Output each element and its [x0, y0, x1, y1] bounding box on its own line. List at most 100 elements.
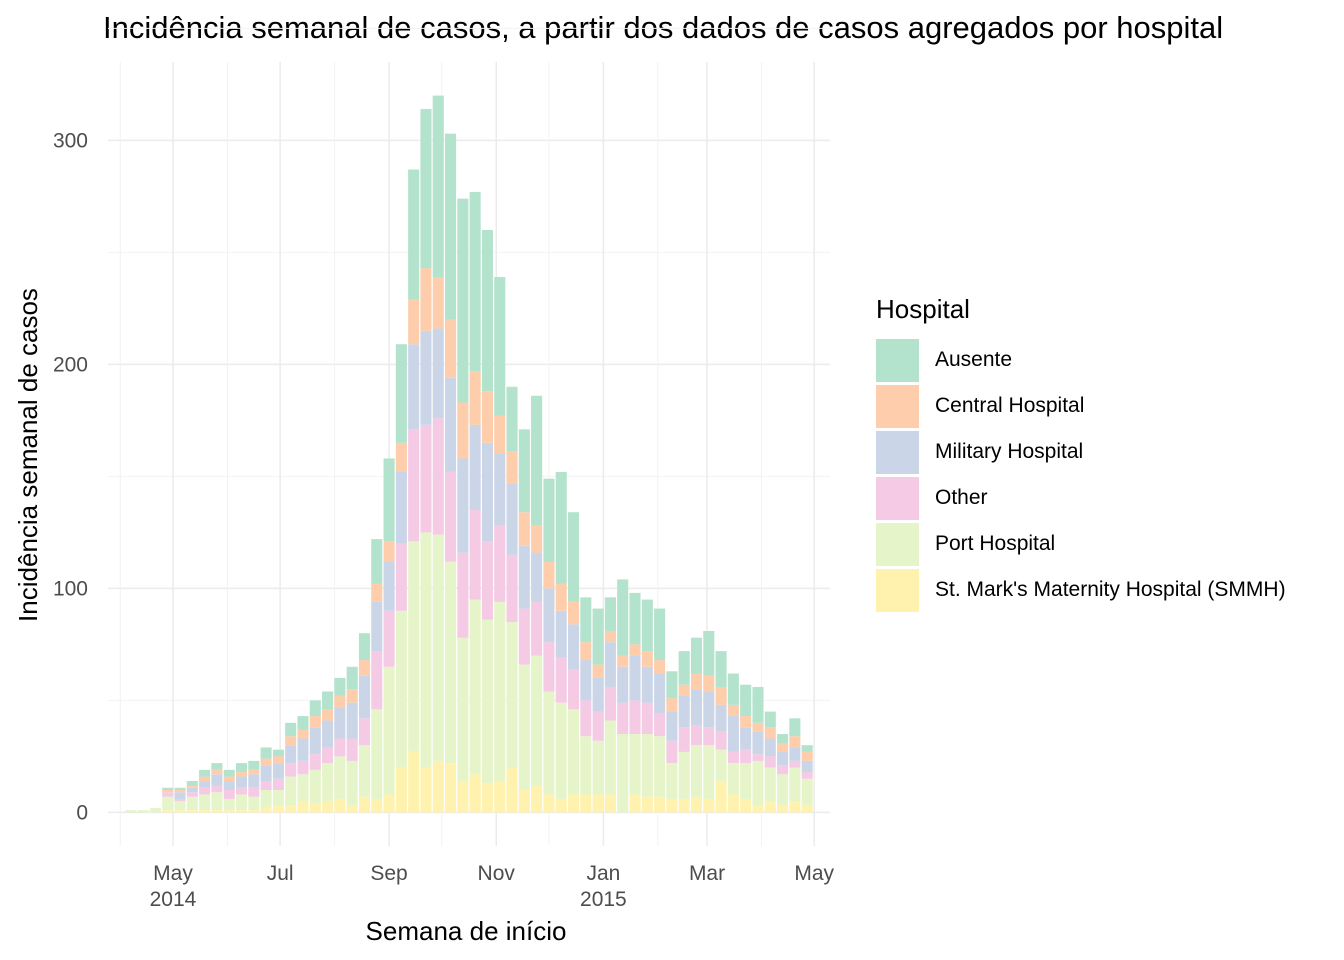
bar-segment-0-25	[432, 760, 444, 813]
bar-segment-0-35	[555, 798, 567, 813]
bar-segment-3-39	[604, 642, 616, 687]
bar-segment-3-26	[445, 377, 457, 472]
bar-segment-3-51	[752, 731, 764, 755]
bar-segment-4-13	[285, 736, 297, 746]
bar-segment-1-14	[297, 774, 309, 802]
axis-tick-labels: 0 100 200 300 May 2014 Jul Sep Nov Jan 2015 Mar May	[53, 129, 835, 911]
bar-segment-4-31	[506, 451, 518, 484]
bar-segment-2-16	[322, 747, 334, 764]
bar-segment-1-44	[666, 763, 678, 799]
bar-segment-1-45	[678, 751, 690, 799]
bar-segment-1-2	[149, 807, 161, 813]
bar-segment-0-31	[506, 767, 518, 813]
bar-segment-4-33	[531, 525, 543, 553]
chart-title: Incidência semanal de casos, a partir do…	[103, 10, 1224, 45]
legend-label: Other	[935, 486, 988, 509]
bar-segment-4-54	[789, 736, 801, 748]
bar-segment-4-6	[199, 776, 211, 782]
bar-segment-2-5	[186, 792, 198, 797]
bar-segment-1-39	[604, 720, 616, 795]
bar-segment-2-3	[162, 792, 174, 797]
bar-segment-4-8	[223, 776, 235, 782]
bar-segment-5-29	[481, 230, 493, 392]
bar-segment-1-37	[580, 736, 592, 795]
bar-segment-5-22	[395, 344, 407, 443]
bar-segment-5-37	[580, 597, 592, 643]
bar-segment-2-42	[641, 702, 653, 734]
bar-segment-3-55	[801, 760, 813, 773]
bar-segment-4-16	[322, 709, 334, 721]
bar-segment-0-20	[371, 798, 383, 813]
bar-segment-0-38	[592, 794, 604, 813]
bar-segment-5-50	[740, 684, 752, 717]
bar-segment-5-38	[592, 608, 604, 665]
bar-segment-1-8	[223, 798, 235, 811]
bar-segment-2-15	[309, 754, 321, 770]
bar-segment-1-20	[371, 709, 383, 799]
bar-segment-4-10	[248, 769, 260, 775]
bar-segment-3-36	[567, 624, 580, 670]
bar-segment-0-27	[457, 781, 469, 813]
bar-segment-3-14	[297, 738, 309, 761]
bar-segment-5-48	[715, 651, 727, 687]
bar-segment-2-14	[297, 760, 309, 775]
bar-segment-0-43	[654, 796, 666, 813]
bar-segment-0-11	[260, 807, 272, 813]
x-tick-label: Jan	[586, 862, 620, 885]
bar-segment-0-36	[567, 794, 580, 813]
bar-segment-2-25	[432, 418, 444, 535]
bar-segment-3-32	[518, 545, 530, 609]
bar-segment-1-5	[186, 796, 198, 811]
bar-segment-1-22	[395, 610, 407, 768]
bar-segment-1-33	[531, 655, 543, 786]
bar-segment-3-13	[285, 745, 297, 764]
legend-label: Port Hospital	[935, 532, 1056, 555]
bar-segment-5-8	[223, 769, 235, 777]
bar-segment-4-3	[162, 790, 174, 793]
bar-segment-0-49	[727, 794, 739, 813]
bar-segment-2-11	[260, 781, 272, 790]
bar-segment-2-39	[604, 686, 616, 721]
bar-segment-0-16	[322, 801, 334, 813]
bar-segment-1-25	[432, 534, 444, 761]
bar-segment-5-52	[764, 711, 776, 728]
bar-segment-1-47	[703, 745, 715, 799]
bar-segment-2-33	[531, 601, 543, 656]
bar-segment-0-39	[604, 794, 616, 813]
legend-swatch	[876, 522, 919, 566]
bar-segment-4-4	[174, 790, 186, 793]
bar-segment-0-42	[641, 796, 653, 813]
bar-segment-2-7	[211, 785, 223, 793]
bar-segment-1-35	[555, 702, 567, 799]
bar-segment-4-49	[727, 704, 739, 717]
bar-segment-0-28	[469, 774, 481, 813]
bar-segment-3-44	[666, 711, 678, 741]
bar-segment-4-23	[408, 299, 420, 345]
bar-segment-0-34	[543, 794, 555, 813]
bar-segment-2-10	[248, 787, 260, 797]
bar-segment-3-27	[457, 458, 469, 553]
bar-segment-3-54	[789, 747, 801, 761]
bar-segment-3-20	[371, 601, 383, 652]
y-tick-label: 100	[53, 577, 88, 600]
bar-segment-3-8	[223, 781, 235, 790]
bar-segment-1-49	[727, 763, 739, 795]
bar-segment-0-32	[518, 790, 530, 813]
bar-segment-4-21	[383, 541, 395, 562]
bar-segment-0-13	[285, 805, 297, 813]
bar-segment-5-39	[604, 597, 616, 631]
bar-segment-4-44	[666, 698, 678, 712]
bar-segment-3-42	[641, 666, 653, 703]
legend-swatch	[876, 384, 919, 428]
bar-segment-0-19	[358, 796, 371, 813]
bar-segment-5-5	[186, 781, 198, 786]
bar-segment-5-30	[494, 277, 506, 416]
bar-segment-0-29	[481, 783, 493, 813]
bar-segment-0-52	[764, 801, 776, 813]
bar-segment-3-10	[248, 774, 260, 788]
bar-segment-2-34	[543, 642, 555, 692]
bar-segment-3-4	[174, 792, 186, 799]
bar-segment-1-16	[322, 763, 334, 802]
bar-segment-2-8	[223, 790, 235, 799]
bar-segment-3-45	[678, 695, 690, 728]
